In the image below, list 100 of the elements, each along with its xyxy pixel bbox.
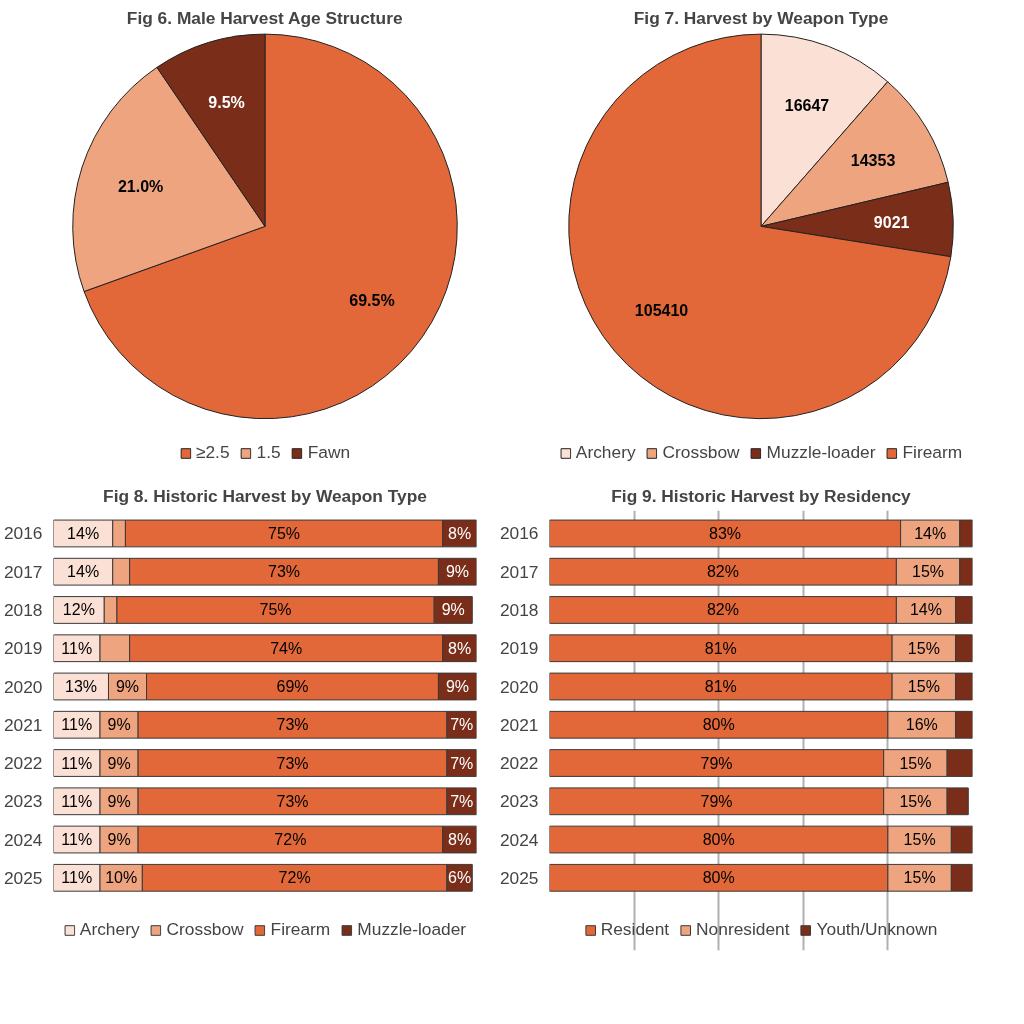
data-label: 81% <box>704 639 737 657</box>
data-label: 82% <box>706 601 739 619</box>
y-tick-label: 2020 <box>3 676 43 697</box>
chart-title: Fig 6. Male Harvest Age Structure <box>126 7 403 28</box>
data-label: 8% <box>448 524 472 542</box>
legend-label: Fawn <box>307 442 351 463</box>
data-label: 75% <box>268 524 301 542</box>
data-label: 74% <box>270 639 303 657</box>
data-label: 14% <box>67 563 100 581</box>
data-label: 7% <box>450 792 474 810</box>
y-tick-label: 2024 <box>3 829 43 850</box>
data-label: 73% <box>276 716 309 734</box>
data-label: 9021 <box>873 213 910 231</box>
data-label: 72% <box>278 869 311 887</box>
data-label: 105410 <box>634 302 689 320</box>
legend-label: Archery <box>575 442 636 463</box>
data-label: 73% <box>276 754 309 772</box>
y-tick-label: 2021 <box>499 714 539 735</box>
data-label: 7% <box>450 754 474 772</box>
data-label: 80% <box>702 831 735 849</box>
data-label: 14353 <box>850 151 896 169</box>
y-tick-label: 2017 <box>499 561 539 582</box>
data-label: 69% <box>276 678 309 695</box>
data-label: 15% <box>912 563 945 581</box>
data-label: 10% <box>105 869 138 887</box>
data-label: 21.0% <box>117 177 164 195</box>
data-label: 7% <box>450 716 474 734</box>
y-tick-label: 2019 <box>499 638 539 659</box>
data-label: 80% <box>702 869 735 887</box>
data-label: 9.5% <box>208 94 245 112</box>
legend-label: 1.5 <box>256 442 281 463</box>
data-label: 15% <box>903 869 936 887</box>
data-label: 9% <box>107 831 131 849</box>
legend-label: Crossbow <box>662 442 740 463</box>
legend-label: Muzzle-loader <box>357 919 467 940</box>
data-label: 15% <box>899 754 932 772</box>
y-tick-label: 2016 <box>3 523 43 544</box>
data-label: 79% <box>700 754 733 772</box>
data-label: 82% <box>706 563 739 581</box>
y-tick-label: 2017 <box>3 561 43 582</box>
data-label: 72% <box>274 831 307 849</box>
y-tick-label: 2016 <box>499 523 539 544</box>
legend-label: Firearm <box>902 442 963 463</box>
legend-label: ≥2.5 <box>195 442 230 463</box>
legend-label: Resident <box>600 919 670 940</box>
data-label: 11% <box>61 754 93 772</box>
data-label: 83% <box>709 524 742 542</box>
data-label: 14% <box>67 524 100 542</box>
data-label: 81% <box>704 678 737 695</box>
y-tick-label: 2019 <box>3 638 43 659</box>
data-label: 9% <box>445 678 470 695</box>
data-label: 9% <box>107 754 131 772</box>
data-label: 9% <box>445 563 470 581</box>
y-tick-label: 2020 <box>499 676 539 697</box>
data-label: 73% <box>268 563 301 581</box>
data-label: 11% <box>61 831 93 849</box>
data-label: 79% <box>700 792 733 810</box>
legend-label: Youth/Unknown <box>816 919 938 940</box>
y-tick-label: 2018 <box>499 599 539 620</box>
y-tick-label: 2024 <box>499 829 539 850</box>
y-tick-label: 2022 <box>499 753 539 774</box>
data-label: 11% <box>61 792 93 810</box>
data-label: 14% <box>909 601 942 619</box>
data-label: 9% <box>107 792 131 810</box>
data-label: 8% <box>448 639 472 657</box>
data-label: 11% <box>61 639 93 657</box>
data-label: 69.5% <box>349 292 395 310</box>
chart-title: Fig 7. Harvest by Weapon Type <box>633 7 889 28</box>
data-label: 8% <box>448 831 472 849</box>
data-label: 15% <box>903 831 936 849</box>
data-label: 14% <box>914 524 947 542</box>
y-tick-label: 2023 <box>3 791 43 812</box>
legend-label: Crossbow <box>166 919 244 940</box>
chart-title: Fig 8. Historic Harvest by Weapon Type <box>103 485 428 506</box>
chart-title: Fig 9. Historic Harvest by Residency <box>611 485 912 506</box>
legend-label: Archery <box>79 919 140 940</box>
data-label: 12% <box>62 601 95 619</box>
data-label: 80% <box>702 716 735 734</box>
data-label: 73% <box>276 792 309 810</box>
data-label: 16% <box>905 716 938 734</box>
data-label: 15% <box>907 639 940 657</box>
data-label: 16647 <box>784 97 830 115</box>
legend-label: Muzzle-loader <box>766 442 876 463</box>
data-label: 15% <box>899 792 932 810</box>
data-label: 13% <box>64 678 98 695</box>
legend-label: Firearm <box>270 919 331 940</box>
data-label: 9% <box>107 716 131 734</box>
y-tick-label: 2023 <box>499 791 539 812</box>
y-tick-label: 2022 <box>3 753 43 774</box>
legend-label: Nonresident <box>696 919 790 940</box>
y-tick-label: 2021 <box>3 714 43 735</box>
y-tick-label: 2025 <box>499 867 539 888</box>
y-tick-label: 2018 <box>3 599 43 620</box>
data-label: 9% <box>441 601 465 619</box>
data-label: 9% <box>115 678 140 695</box>
data-label: 75% <box>259 601 292 619</box>
data-label: 11% <box>61 716 93 734</box>
data-label: 11% <box>61 869 93 887</box>
data-label: 15% <box>907 678 940 695</box>
y-tick-label: 2025 <box>3 867 43 888</box>
